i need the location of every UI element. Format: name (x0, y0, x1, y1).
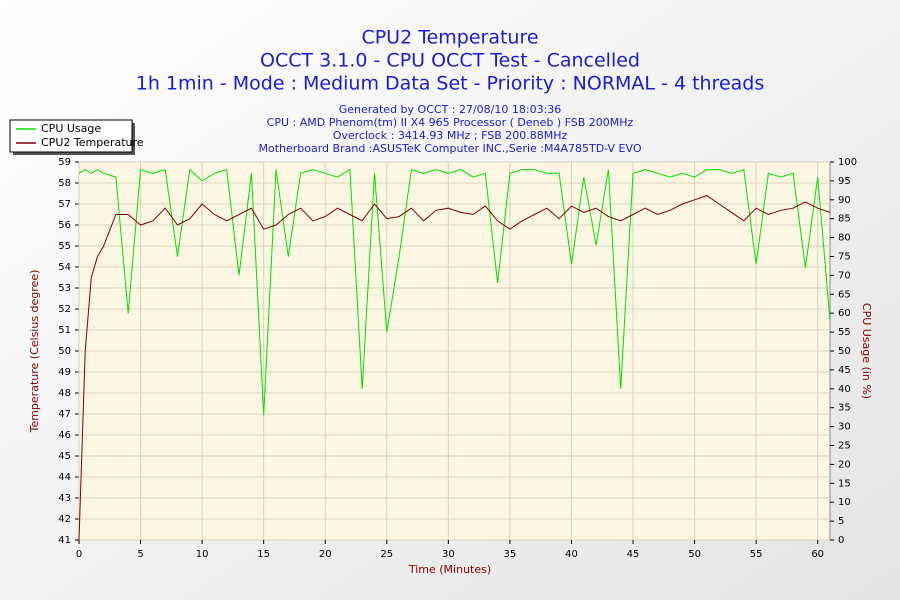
info-line: Generated by OCCT : 27/08/10 18:03:36 (339, 103, 562, 116)
y2-tick-label: 20 (838, 459, 851, 470)
x-tick-label: 50 (688, 549, 701, 560)
chart-subtitle: 1h 1min - Mode : Medium Data Set - Prior… (136, 73, 765, 95)
y2-tick-label: 35 (838, 403, 851, 414)
data-line (78, 168, 831, 416)
y-tick-label: 43 (58, 493, 71, 504)
y-tick-label: 48 (58, 388, 71, 399)
x-tick-label: 45 (627, 549, 640, 560)
y-tick-label: 51 (58, 325, 71, 336)
y-tick-label: 55 (58, 241, 71, 252)
legend-label: CPU2 Temperature (41, 136, 144, 149)
y2-tick-label: 50 (838, 346, 851, 357)
y2-tick-label: 10 (838, 497, 851, 508)
y-tick-label: 57 (58, 199, 71, 210)
x-tick-label: 20 (319, 549, 332, 560)
y-tick-label: 50 (58, 346, 71, 357)
x-tick-label: 5 (137, 549, 143, 560)
x-tick-label: 30 (442, 549, 455, 560)
y2-tick-label: 75 (838, 252, 851, 263)
x-tick-label: 40 (565, 549, 578, 560)
x-tick-label: 15 (257, 549, 270, 560)
y2-tick-label: 85 (838, 214, 851, 225)
y-axis-label: Temperature (Celsius degree) (28, 270, 41, 434)
info-line: Motherboard Brand :ASUSTeK Computer INC.… (258, 142, 641, 155)
x-tick-label: 10 (196, 549, 209, 560)
y2-tick-label: 55 (838, 327, 851, 338)
x-tick-label: 60 (811, 549, 824, 560)
y-tick-label: 46 (58, 430, 71, 441)
data-line (78, 195, 831, 541)
x-axis-label: Time (Minutes) (408, 563, 491, 576)
chart-title: CPU2 Temperature (361, 27, 538, 49)
y-tick-label: 53 (58, 283, 71, 294)
y2-tick-label: 90 (838, 195, 851, 206)
y2-tick-label: 0 (838, 535, 844, 546)
y2-tick-label: 25 (838, 441, 851, 452)
y-tick-label: 49 (58, 367, 71, 378)
y-tick-label: 42 (58, 514, 71, 525)
y2-tick-label: 40 (838, 384, 851, 395)
y2-tick-label: 65 (838, 289, 851, 300)
y-tick-label: 59 (58, 157, 71, 168)
y-tick-label: 41 (58, 535, 71, 546)
x-tick-label: 35 (504, 549, 517, 560)
y-tick-label: 45 (58, 451, 71, 462)
y2-tick-label: 70 (838, 270, 851, 281)
y2-tick-label: 5 (838, 516, 844, 527)
y2-tick-label: 80 (838, 233, 851, 244)
legend-label: CPU Usage (41, 122, 101, 135)
y2-tick-label: 60 (838, 308, 851, 319)
y2-tick-label: 100 (838, 157, 857, 168)
y-tick-label: 54 (58, 262, 71, 273)
info-line: CPU : AMD Phenom(tm) II X4 965 Processor… (267, 116, 634, 129)
y2-axis-label: CPU Usage (in %) (860, 303, 873, 399)
info-line: Overclock : 3414.93 MHz ; FSB 200.88MHz (333, 129, 568, 142)
chart-subtitle: OCCT 3.1.0 - CPU OCCT Test - Cancelled (260, 50, 640, 72)
x-tick-label: 55 (750, 549, 763, 560)
y-tick-label: 47 (58, 409, 71, 420)
legend-box (9, 119, 133, 153)
y2-tick-label: 30 (838, 422, 851, 433)
x-tick-label: 25 (380, 549, 393, 560)
y-tick-label: 44 (58, 472, 71, 483)
y-tick-label: 52 (58, 304, 71, 315)
y2-tick-label: 15 (838, 478, 851, 489)
y-tick-label: 56 (58, 220, 71, 231)
y2-tick-label: 95 (838, 176, 851, 187)
y2-tick-label: 45 (838, 365, 851, 376)
x-tick-label: 0 (76, 549, 82, 560)
y-tick-label: 58 (58, 178, 71, 189)
